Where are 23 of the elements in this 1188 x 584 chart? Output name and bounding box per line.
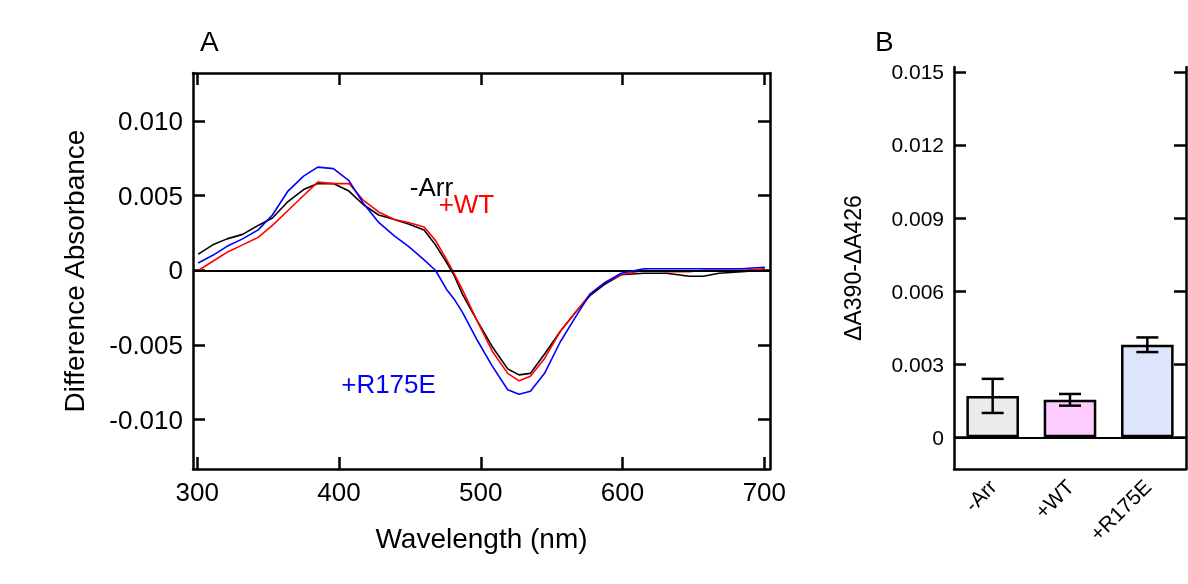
y-tick-label: 0.009 (891, 206, 944, 230)
x-axis-title: Wavelength (nm) (375, 522, 588, 554)
y-tick-label: 0.010 (117, 105, 183, 136)
chart-title: A (200, 25, 219, 57)
x-tick-label: 700 (742, 477, 787, 507)
y-tick-label: 0.015 (891, 60, 944, 84)
chart-title: B (875, 25, 894, 57)
x-tick-label: -Arr (959, 474, 1001, 516)
y-tick-label: 0 (932, 425, 944, 449)
series-label: +R175E (341, 368, 436, 399)
y-tick-label: 0.006 (891, 279, 944, 303)
y-tick-label: -0.005 (109, 329, 183, 360)
x-tick-label: 600 (600, 477, 645, 507)
y-axis-title: Difference Absorbance (58, 129, 90, 413)
y-axis-title: ΔA390-ΔA426 (839, 195, 866, 341)
y-tick-label: 0 (168, 255, 183, 286)
y-tick-label: 0.003 (891, 352, 944, 376)
y-tick-label: -0.010 (109, 404, 183, 435)
x-tick-label: 300 (175, 477, 219, 507)
x-tick-label: 400 (317, 477, 361, 507)
y-tick-label: 0.012 (891, 133, 944, 157)
y-tick-label: 0.005 (117, 180, 183, 211)
x-tick-label: 500 (459, 477, 503, 507)
